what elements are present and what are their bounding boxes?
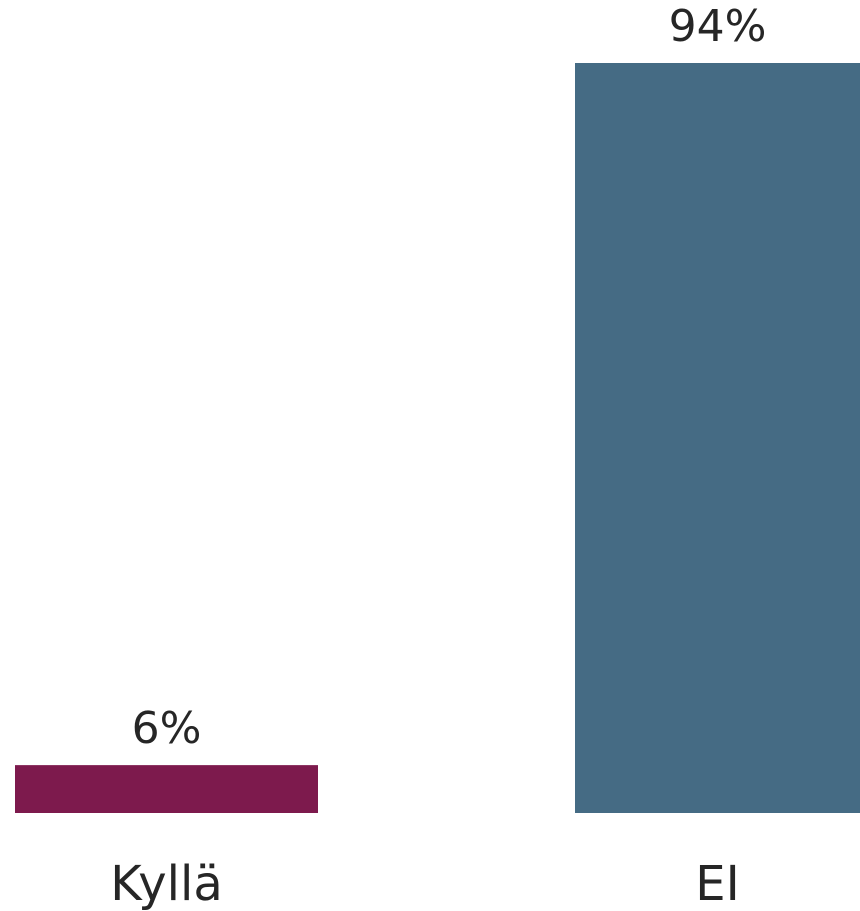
category-label-1: EI	[695, 856, 739, 911]
bar-0	[15, 765, 318, 813]
value-labels-group: 6% 94%	[132, 1, 767, 754]
data-label-0: 6%	[132, 703, 202, 754]
category-label-0: Kyllä	[110, 856, 222, 911]
bars-group	[15, 63, 860, 813]
category-labels-group: Kyllä EI	[110, 856, 739, 911]
data-label-1: 94%	[669, 1, 767, 52]
bar-1	[575, 63, 860, 813]
